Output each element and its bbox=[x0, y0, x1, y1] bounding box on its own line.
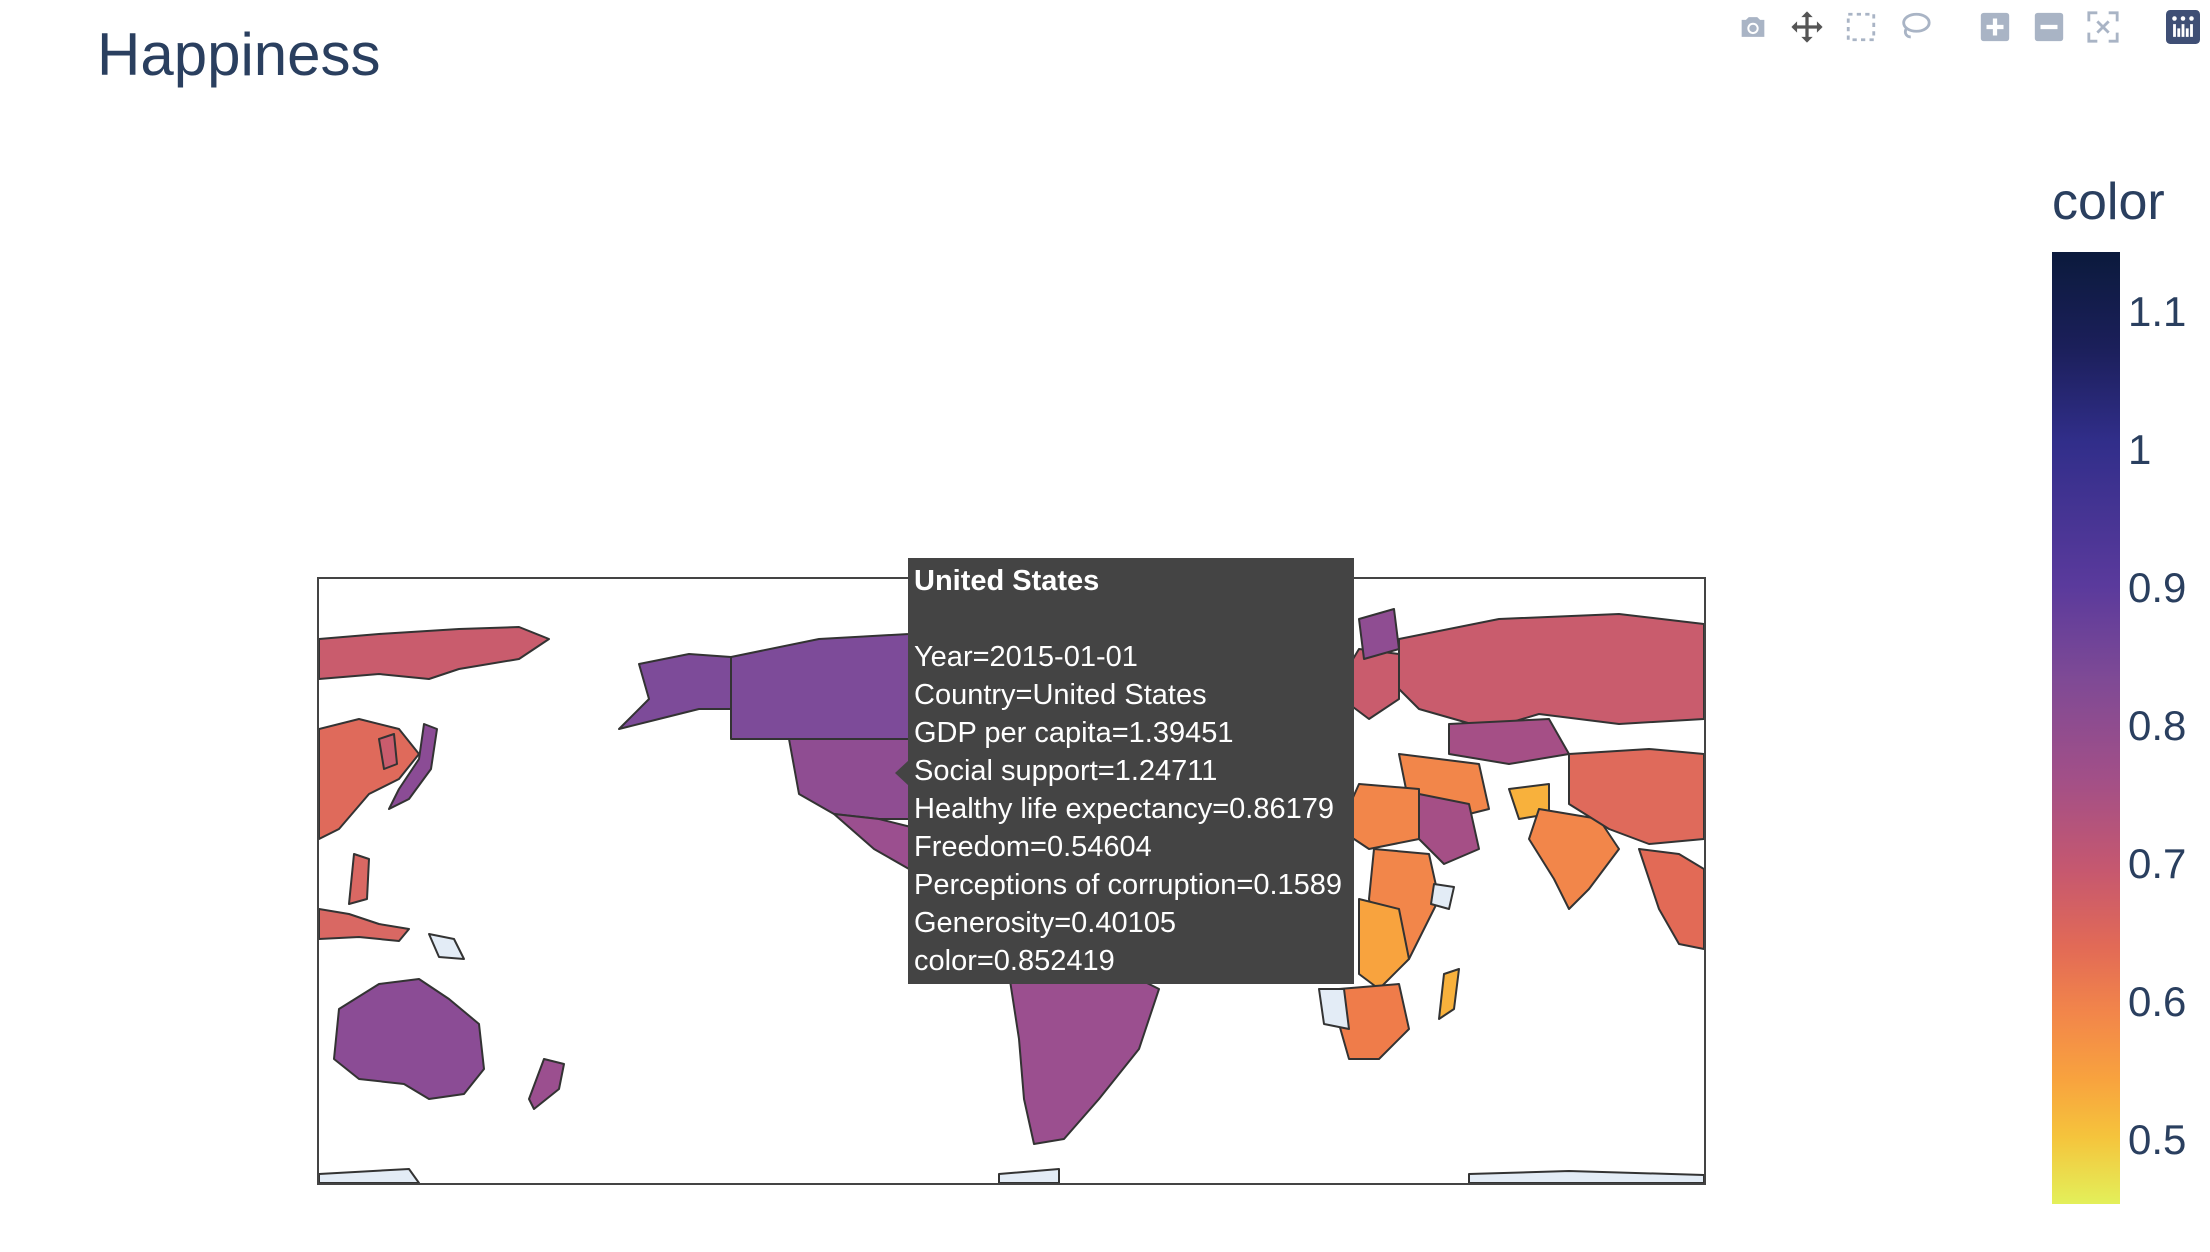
russia-west-region[interactable] bbox=[1398, 613, 1704, 730]
tooltip-line: Country=United States bbox=[914, 679, 1207, 711]
camera-icon[interactable] bbox=[1733, 7, 1773, 47]
tooltip-title: United States bbox=[914, 565, 1100, 597]
korea-region[interactable] bbox=[378, 733, 398, 770]
china-east-region[interactable] bbox=[319, 718, 420, 840]
colorbar-tick: 0.9 bbox=[2128, 564, 2187, 611]
china-west-region[interactable] bbox=[1568, 748, 1704, 845]
tooltip-line: Social support=1.24711 bbox=[914, 755, 1218, 787]
madagascar-region[interactable] bbox=[1438, 968, 1460, 1020]
plotly-logo-icon[interactable] bbox=[2163, 7, 2203, 47]
tooltip-line: Generosity=0.40105 bbox=[914, 907, 1176, 939]
sahel-gap-region[interactable] bbox=[1430, 883, 1455, 910]
antarctica-edge-right bbox=[1468, 1170, 1704, 1183]
colorbar-tick: 0.6 bbox=[2128, 978, 2187, 1025]
colorbar-title: color bbox=[2052, 173, 2165, 231]
box-select-icon[interactable] bbox=[1841, 7, 1881, 47]
philippines-region[interactable] bbox=[348, 853, 370, 905]
tooltip-line: GDP per capita=1.39451 bbox=[914, 717, 1234, 749]
alaska-region[interactable] bbox=[618, 653, 732, 730]
papua-new-guinea-region[interactable] bbox=[428, 933, 465, 960]
namibia-region[interactable] bbox=[1318, 988, 1350, 1030]
tooltip-line: color=0.852419 bbox=[914, 945, 1115, 977]
southern-africa-region[interactable] bbox=[1338, 983, 1410, 1060]
colorbar-tick: 0.7 bbox=[2128, 840, 2187, 887]
tooltip-line: Freedom=0.54604 bbox=[914, 831, 1152, 863]
colorbar bbox=[2052, 252, 2120, 1204]
central-africa-region[interactable] bbox=[1358, 898, 1410, 990]
colorbar-tick: 0.8 bbox=[2128, 702, 2187, 749]
page-title: Happiness bbox=[97, 21, 381, 88]
south-america-region[interactable] bbox=[1008, 968, 1160, 1145]
pan-icon[interactable] bbox=[1787, 7, 1827, 47]
reset-icon[interactable] bbox=[2083, 7, 2123, 47]
tooltip-line: Perceptions of corruption=0.1589 bbox=[914, 869, 1343, 901]
japan-region[interactable] bbox=[388, 723, 438, 810]
tooltip-spacer bbox=[914, 600, 1348, 638]
new-zealand-region[interactable] bbox=[528, 1058, 565, 1110]
colorbar-tick: 1 bbox=[2128, 426, 2152, 473]
modebar bbox=[1726, 2, 2210, 52]
southeast-asia-region[interactable] bbox=[1638, 848, 1704, 950]
scandinavia-region[interactable] bbox=[1358, 608, 1400, 660]
russia-east-region[interactable] bbox=[319, 626, 550, 680]
zoom-out-icon[interactable] bbox=[2029, 7, 2069, 47]
colorbar-tick: 1.1 bbox=[2128, 288, 2187, 335]
zoom-in-icon[interactable] bbox=[1975, 7, 2015, 47]
colorbar-tick: 0.5 bbox=[2128, 1116, 2187, 1163]
antarctica-edge-mid bbox=[998, 1168, 1060, 1183]
tooltip-line: Healthy life expectancy=0.86179 bbox=[914, 793, 1334, 825]
kazakhstan-region[interactable] bbox=[1448, 718, 1570, 765]
hover-tooltip: United States Year=2015-01-01 Country=Un… bbox=[908, 558, 1354, 984]
australia-region[interactable] bbox=[333, 978, 485, 1100]
tooltip-line: Year=2015-01-01 bbox=[914, 641, 1138, 673]
indonesia-east-region[interactable] bbox=[319, 908, 410, 942]
colorbar-ticks: 1.1 1 0.9 0.8 0.7 0.6 0.5 bbox=[2128, 252, 2208, 1204]
antarctica-edge-left bbox=[319, 1168, 420, 1183]
lasso-icon[interactable] bbox=[1895, 7, 1935, 47]
tooltip-pointer bbox=[895, 760, 909, 786]
